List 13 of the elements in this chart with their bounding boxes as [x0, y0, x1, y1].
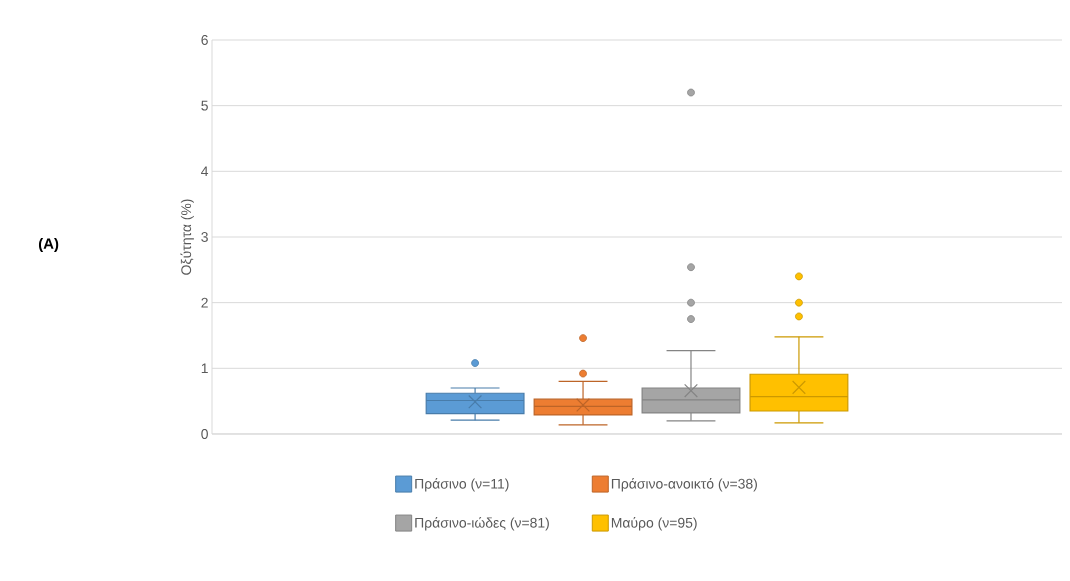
y-tick-label: 6 [201, 35, 208, 45]
legend-label: Μαύρο (ν=95) [611, 517, 697, 531]
y-tick-label: 0 [201, 429, 208, 439]
y-tick-label: 2 [201, 297, 208, 308]
y-tick-label: 1 [201, 363, 208, 374]
text: (A) [38, 238, 59, 252]
legend-label: Πράσινο-ανοικτό (ν=38) [611, 478, 757, 492]
y-axis-title: Οξύτητα (%) [180, 199, 194, 275]
y-tick-label: 5 [201, 100, 208, 111]
legend-label: Πράσινο (ν=11) [415, 478, 509, 492]
legend-label: Πράσινο-ιώδες (ν=81) [415, 517, 549, 531]
y-tick-label: 3 [201, 232, 208, 242]
y-tick-label: 4 [201, 166, 209, 177]
